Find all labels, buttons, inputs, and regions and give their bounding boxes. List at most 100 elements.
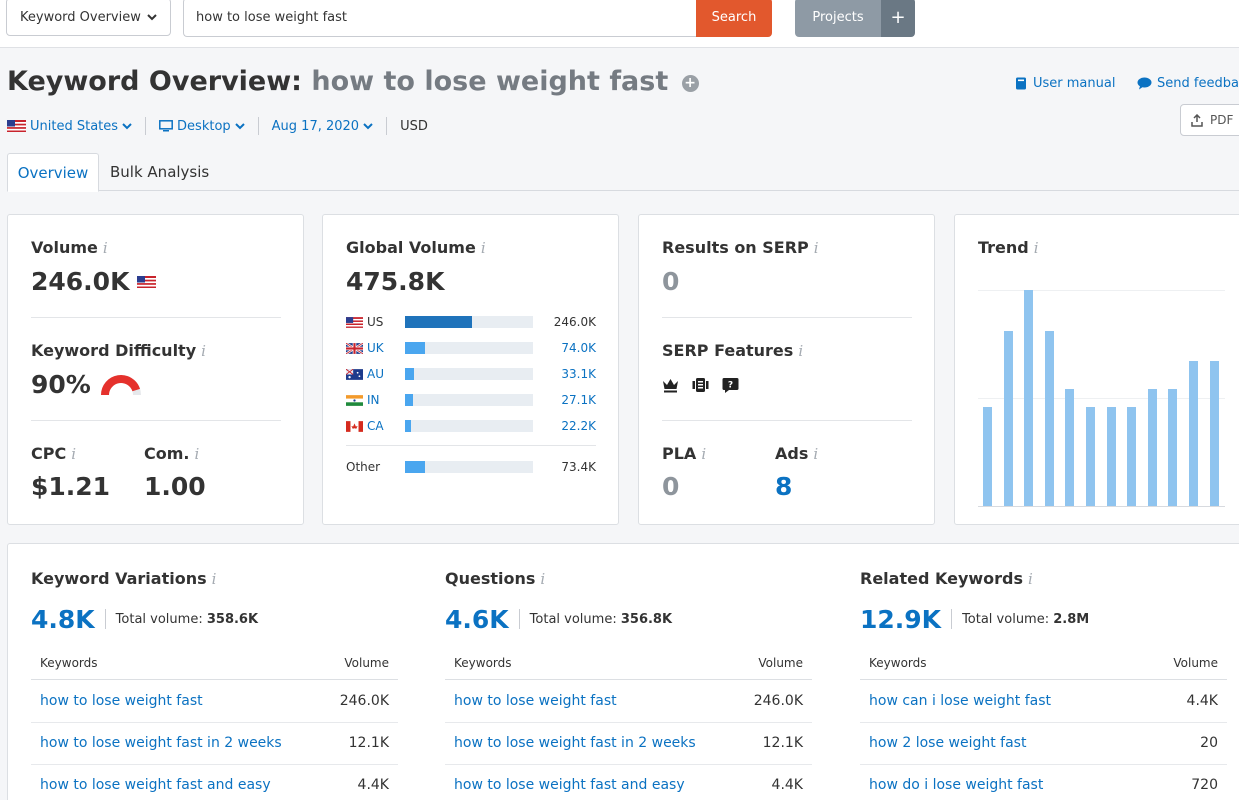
trend-bar[interactable] <box>1003 331 1013 506</box>
divider <box>662 317 912 318</box>
country-cell: US <box>346 315 405 329</box>
panel-count-value[interactable]: 4.6K <box>445 604 509 634</box>
trend-bar[interactable] <box>1024 290 1034 506</box>
chevron-down-icon <box>147 14 157 21</box>
keyword-link[interactable]: how to lose weight fast and easy <box>40 777 271 793</box>
info-icon[interactable]: i <box>1033 239 1039 257</box>
global-volume-row-uk[interactable]: UK 74.0K <box>346 340 596 356</box>
export-icon <box>1191 113 1203 127</box>
trend-bar[interactable] <box>1147 389 1157 506</box>
info-icon[interactable]: i <box>813 445 819 463</box>
global-volume-label: Global Volume i <box>346 238 486 257</box>
tab-bulk-analysis[interactable]: Bulk Analysis <box>110 163 210 181</box>
uk-flag-icon <box>346 342 363 354</box>
user-manual-link[interactable]: User manual <box>1015 76 1115 91</box>
keyword-volume: 12.1K <box>348 735 389 751</box>
divider <box>31 420 281 421</box>
volume-card: Volume i 246.0K Keyword Difficulty i 90% C… <box>7 214 304 525</box>
global-volume-row-ca[interactable]: CA 22.2K <box>346 418 596 434</box>
volume-bar <box>405 420 533 432</box>
info-icon[interactable]: i <box>194 445 200 463</box>
table-header: Keywords Volume <box>860 656 1227 680</box>
baseline <box>978 506 1225 507</box>
chevron-down-icon <box>363 123 373 130</box>
difficulty-gauge-icon <box>100 374 141 395</box>
crown-icon[interactable] <box>662 377 679 393</box>
table-row: how to lose weight fast and easy 4.4K <box>445 765 812 800</box>
info-icon[interactable]: i <box>211 570 217 588</box>
add-keyword-icon[interactable]: + <box>681 75 699 92</box>
trend-label: Trend i <box>978 238 1039 257</box>
info-icon[interactable]: i <box>201 342 206 360</box>
divider <box>257 117 259 135</box>
info-icon[interactable]: i <box>480 239 486 257</box>
keyword-link[interactable]: how do i lose weight fast <box>869 777 1044 793</box>
tool-select[interactable]: Keyword Overview <box>6 0 171 36</box>
global-volume-row-other: Other 73.4K <box>346 459 596 475</box>
info-icon[interactable]: i <box>701 445 707 463</box>
chevron-down-icon <box>234 123 245 130</box>
column-keywords: Keywords <box>454 656 512 670</box>
carousel-icon[interactable] <box>692 377 709 393</box>
keyword-link[interactable]: how to lose weight fast in 2 weeks <box>454 735 696 751</box>
export-pdf-button[interactable]: PDF <box>1180 104 1239 136</box>
tab-overview[interactable]: Overview <box>7 153 99 192</box>
country-volume: 74.0K <box>561 341 596 355</box>
trend-bar[interactable] <box>1086 407 1095 506</box>
keyword-difficulty-value: 90% <box>31 370 143 399</box>
keyword-link[interactable]: how to lose weight fast in 2 weeks <box>40 735 282 751</box>
info-icon[interactable]: i <box>798 342 804 360</box>
results-on-serp-value: 0 <box>662 267 680 296</box>
send-feedback-link[interactable]: Send feedbac <box>1137 76 1239 91</box>
volume-bar <box>405 394 533 406</box>
country-filter[interactable]: United States <box>7 119 132 134</box>
date-filter[interactable]: Aug 17, 2020 <box>272 119 373 134</box>
keyword-link[interactable]: how to lose weight fast and easy <box>454 777 685 793</box>
search-button[interactable]: Search <box>696 0 772 37</box>
trend-bar[interactable] <box>1044 331 1054 506</box>
trend-bar[interactable] <box>1168 389 1178 506</box>
keyword-link[interactable]: how 2 lose weight fast <box>869 735 1027 751</box>
info-icon[interactable]: i <box>1028 570 1033 588</box>
country-code: IN <box>367 393 380 407</box>
panel-count-value[interactable]: 12.9K <box>860 604 942 634</box>
trend-bar[interactable] <box>1189 361 1198 506</box>
country-code: CA <box>367 419 384 433</box>
global-volume-row-us[interactable]: US 246.0K <box>346 314 596 330</box>
competition-value: 1.00 <box>144 472 206 501</box>
global-volume-row-au[interactable]: AU 33.1K <box>346 366 596 382</box>
divider <box>662 420 912 421</box>
info-icon[interactable]: i <box>813 239 819 257</box>
table-row: how to lose weight fast 246.0K <box>445 681 812 723</box>
panel-count-value[interactable]: 4.8K <box>31 604 95 634</box>
keyword-link[interactable]: how to lose weight fast <box>40 693 203 709</box>
projects-button[interactable]: Projects <box>795 0 881 37</box>
info-icon[interactable]: i <box>102 239 108 257</box>
trend-bar[interactable] <box>1106 407 1116 506</box>
trend-bar[interactable] <box>1127 407 1137 506</box>
info-icon[interactable]: i <box>71 445 77 463</box>
send-feedback-label: Send feedbac <box>1157 76 1239 91</box>
panel-title: Questions i <box>445 569 546 588</box>
keyword-volume: 246.0K <box>753 693 803 709</box>
filter-bar: United States Desktop Aug 17, 2020 USD <box>7 116 428 136</box>
trend-bar[interactable] <box>1065 389 1075 506</box>
keyword-link[interactable]: how to lose weight fast <box>454 693 617 709</box>
device-filter[interactable]: Desktop <box>159 119 245 134</box>
search-input[interactable]: how to lose weight fast <box>183 0 697 37</box>
currency-label: USD <box>400 118 428 134</box>
country-volume: 22.2K <box>561 419 596 433</box>
add-project-button[interactable]: + <box>881 0 915 37</box>
divider <box>31 317 281 318</box>
ads-value[interactable]: 8 <box>775 472 793 501</box>
keyword-link[interactable]: how can i lose weight fast <box>869 693 1052 709</box>
trend-bar[interactable] <box>983 407 992 506</box>
table-header: Keywords Volume <box>31 656 398 680</box>
info-icon[interactable]: i <box>540 570 546 588</box>
volume-bar <box>405 368 533 380</box>
question-icon[interactable]: ? <box>722 377 739 393</box>
trend-bar[interactable] <box>1209 361 1219 506</box>
user-manual-label: User manual <box>1033 76 1116 91</box>
global-volume-row-in[interactable]: IN 27.1K <box>346 392 596 408</box>
us-flag-icon <box>7 120 26 132</box>
